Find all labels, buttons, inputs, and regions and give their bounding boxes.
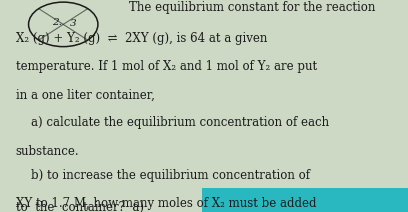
Text: XY to 1.7 M, how many moles of X₂ must be added: XY to 1.7 M, how many moles of X₂ must b… <box>16 197 316 210</box>
Text: temperature. If 1 mol of X₂ and 1 mol of Y₂ are put: temperature. If 1 mol of X₂ and 1 mol of… <box>16 60 317 73</box>
Text: X₂ (g) + Y₂ (g)  ⇌  2XY (g), is 64 at a given: X₂ (g) + Y₂ (g) ⇌ 2XY (g), is 64 at a gi… <box>16 32 267 45</box>
Text: in a one liter container,: in a one liter container, <box>16 89 154 102</box>
Text: 2.: 2. <box>52 18 62 27</box>
Text: b) to increase the equilibrium concentration of: b) to increase the equilibrium concentra… <box>16 169 310 182</box>
Text: a) calculate the equilibrium concentration of each: a) calculate the equilibrium concentrati… <box>16 116 328 129</box>
Text: to  the  container?  a): to the container? a) <box>16 201 144 212</box>
Text: substance.: substance. <box>16 145 79 158</box>
FancyBboxPatch shape <box>202 188 408 212</box>
Text: The equilibrium constant for the reaction: The equilibrium constant for the reactio… <box>129 1 375 14</box>
Text: 3: 3 <box>70 19 77 28</box>
